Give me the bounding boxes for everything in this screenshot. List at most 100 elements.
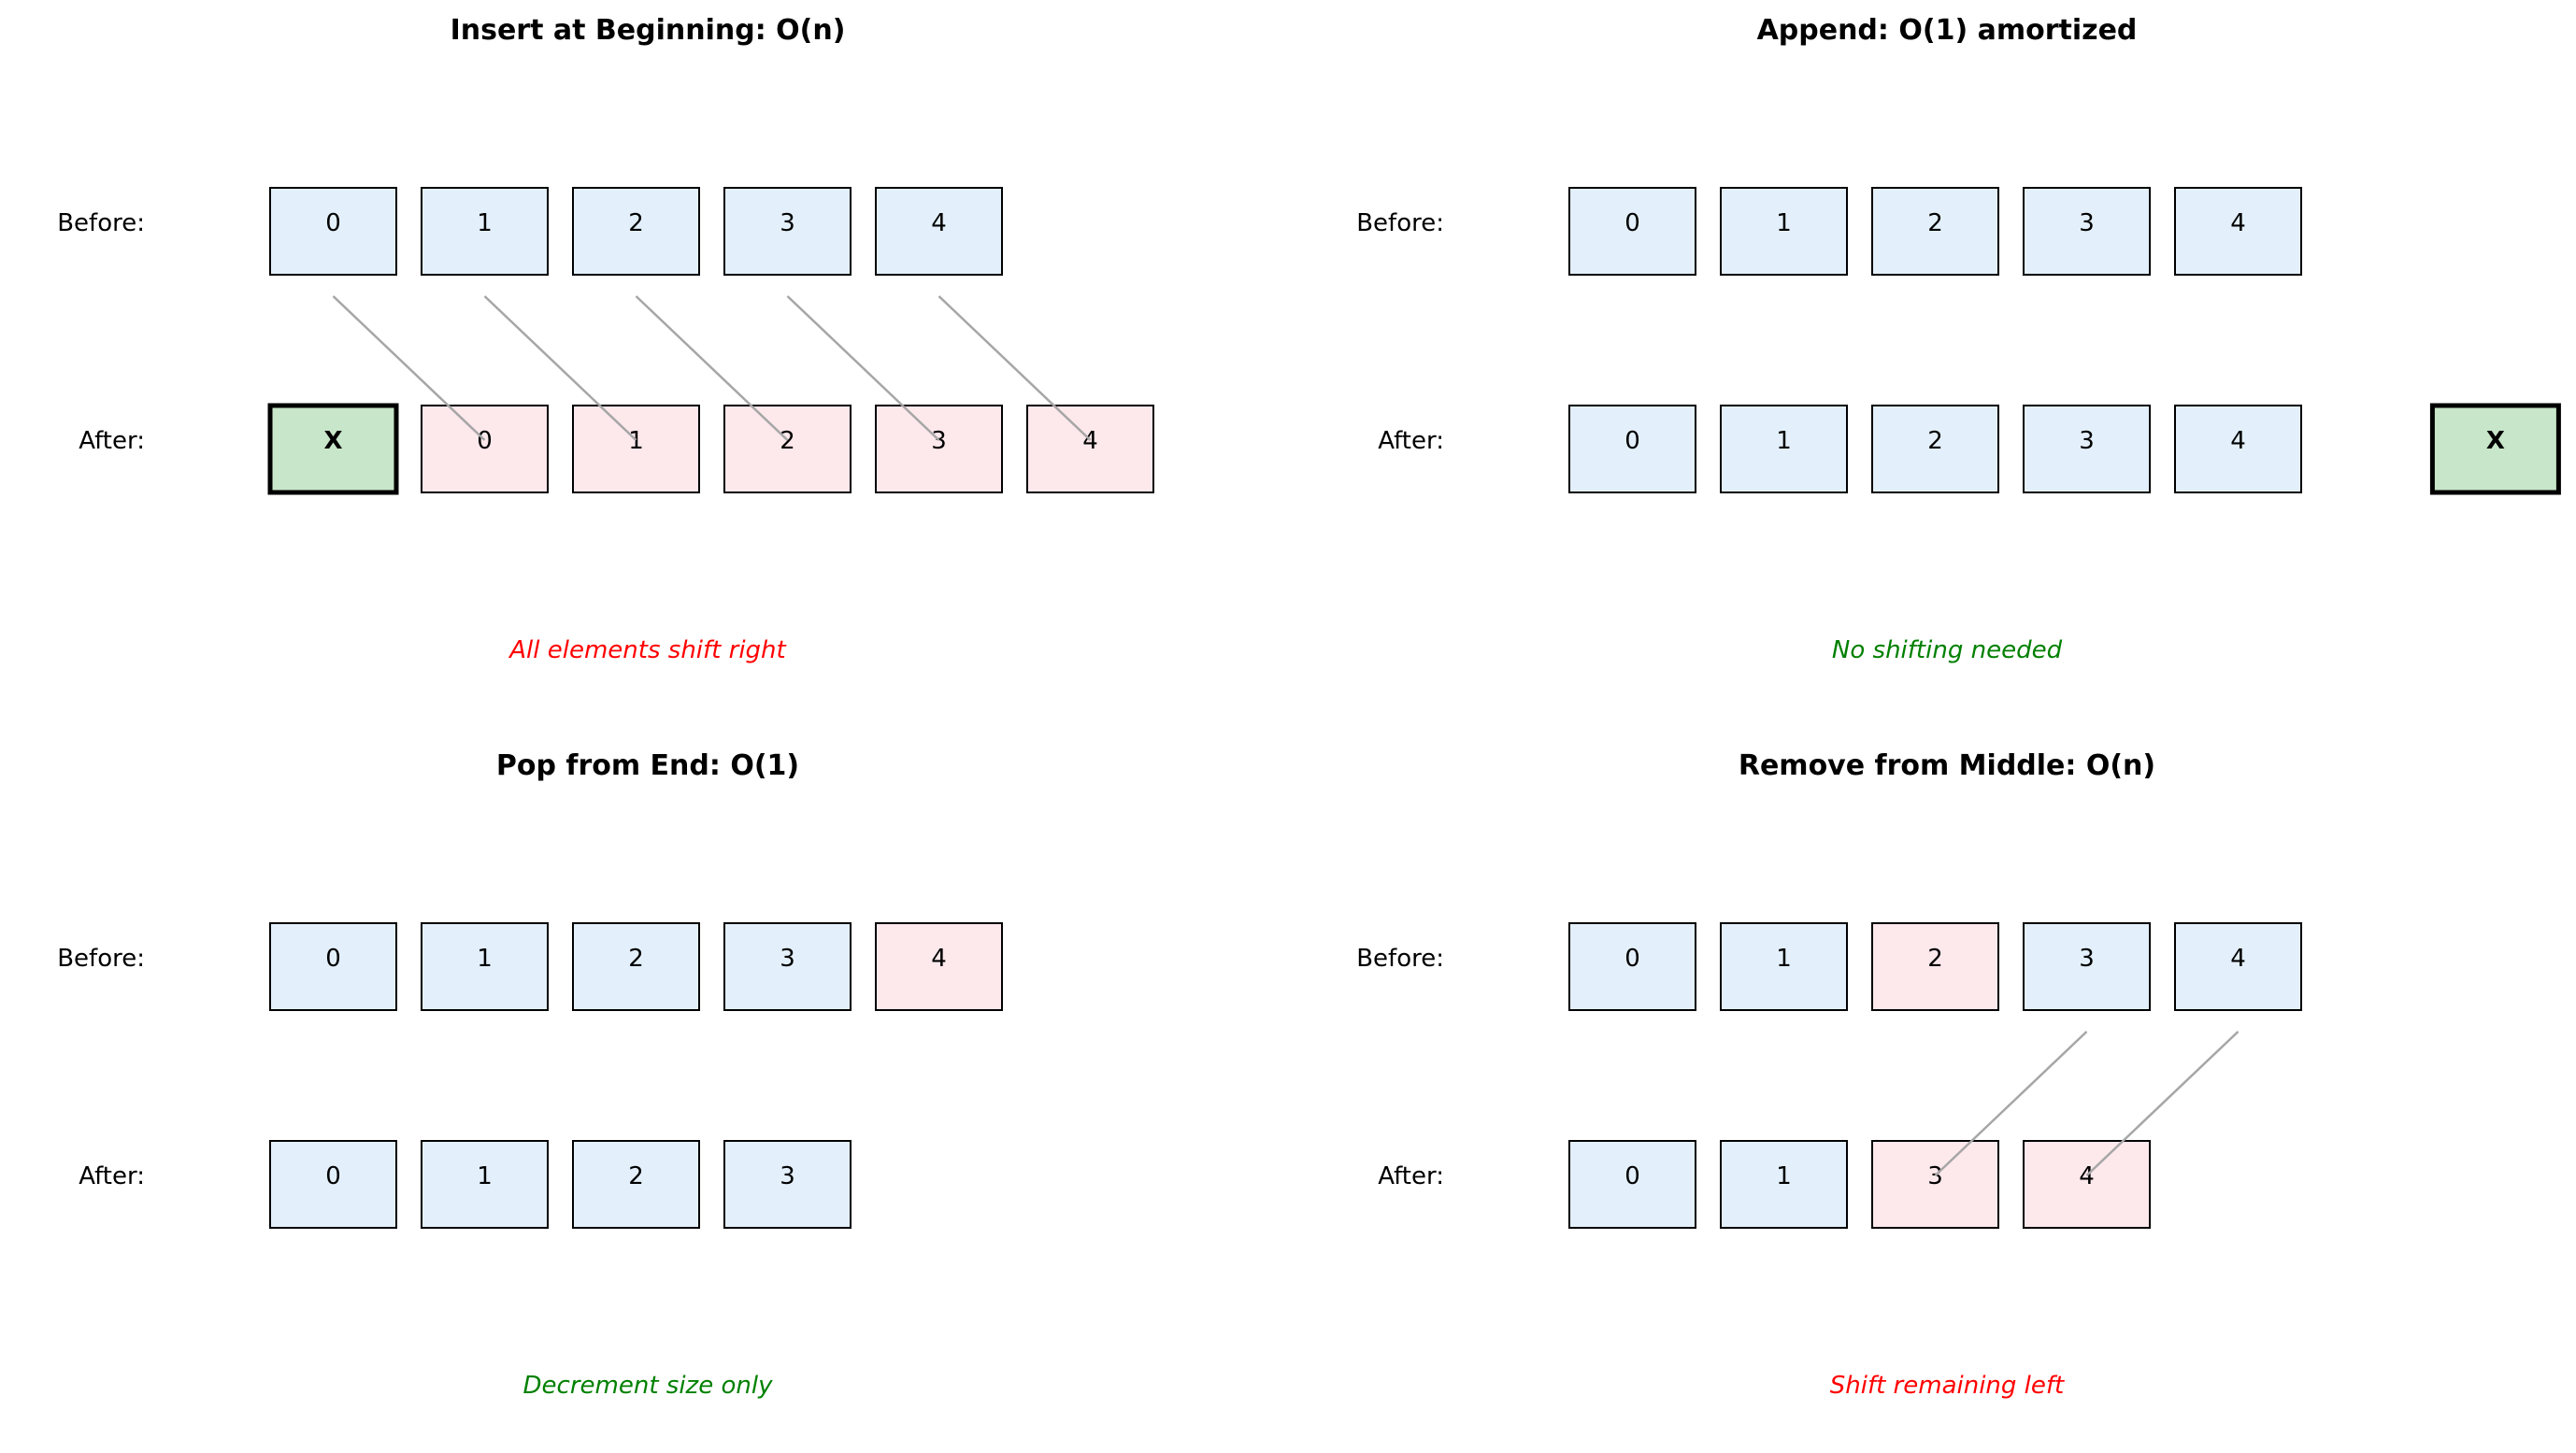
after-row-label: After: bbox=[79, 1162, 145, 1190]
panel-title: Remove from Middle: O(n) bbox=[1739, 749, 2155, 782]
after-row-label: After: bbox=[79, 427, 145, 455]
before-cell-box bbox=[2023, 187, 2151, 276]
after-cell-box bbox=[1871, 405, 1999, 493]
before-cell-box bbox=[2023, 922, 2151, 1011]
after-cell: 4 bbox=[2174, 405, 2302, 493]
after-cell-box bbox=[1720, 1140, 1848, 1229]
after-cell-label: 0 bbox=[477, 427, 493, 455]
before-cell-box bbox=[572, 187, 700, 276]
before-cell-box bbox=[269, 922, 397, 1011]
after-cell-box bbox=[572, 1140, 700, 1229]
before-cell: 4 bbox=[875, 922, 1003, 1011]
before-cell-label: 4 bbox=[2230, 945, 2246, 973]
before-cell: 0 bbox=[269, 187, 397, 276]
before-cell: 3 bbox=[2023, 922, 2151, 1011]
panel-title: Pop from End: O(1) bbox=[496, 749, 799, 782]
panel-3: Pop from End: O(1) Before: After: 0 1 2 3 4 0 1 2 3… bbox=[57, 749, 1003, 1400]
after-cell-box bbox=[1568, 405, 1696, 493]
after-cell: 2 bbox=[1871, 405, 1999, 493]
panel-1: Insert at Beginning: O(n) Before: After: 0 1… bbox=[57, 14, 1154, 664]
after-cell-label: 2 bbox=[628, 1162, 644, 1190]
after-cell-box bbox=[572, 405, 700, 493]
panel-4: Remove from Middle: O(n) Before: After: 0 1 2… bbox=[1356, 749, 2302, 1400]
before-cell: 1 bbox=[421, 187, 549, 276]
after-row-label: After: bbox=[1378, 427, 1444, 455]
after-cell-label: 1 bbox=[1776, 427, 1792, 455]
before-cell: 2 bbox=[572, 187, 700, 276]
shift-connector-line bbox=[483, 295, 637, 441]
after-cell-box bbox=[1871, 1140, 1999, 1229]
after-cell-box bbox=[723, 405, 852, 493]
before-cell-label: 1 bbox=[1776, 209, 1792, 237]
complexity-note: Shift remaining left bbox=[1830, 1372, 2065, 1400]
after-cell-label: 3 bbox=[1927, 1162, 1943, 1190]
after-cell-label: 2 bbox=[1927, 427, 1943, 455]
shift-connector-line bbox=[786, 295, 940, 441]
before-cell: 0 bbox=[1568, 187, 1696, 276]
before-cell: 4 bbox=[875, 187, 1003, 276]
after-cell-box bbox=[269, 1140, 397, 1229]
after-cell-label: 3 bbox=[931, 427, 947, 455]
before-cell-label: 3 bbox=[2079, 209, 2095, 237]
after-cell: 1 bbox=[1720, 405, 1848, 493]
after-cell-label: 1 bbox=[477, 1162, 493, 1190]
after-cell: 2 bbox=[723, 405, 852, 493]
before-cell-label: 3 bbox=[2079, 945, 2095, 973]
before-cell-box bbox=[1871, 922, 1999, 1011]
before-cell-box bbox=[875, 922, 1003, 1011]
after-cell-label: 0 bbox=[1624, 1162, 1640, 1190]
before-cell-box bbox=[269, 187, 397, 276]
before-cell-label: 2 bbox=[1927, 945, 1943, 973]
before-cell-box bbox=[1720, 922, 1848, 1011]
before-cell-label: 4 bbox=[931, 945, 947, 973]
before-row-label: Before: bbox=[1356, 209, 1444, 237]
before-row-label: Before: bbox=[57, 209, 145, 237]
after-cell-box bbox=[2023, 1140, 2151, 1229]
after-cell: X bbox=[2429, 403, 2561, 495]
after-cell-label: 4 bbox=[2230, 427, 2246, 455]
before-cell-label: 2 bbox=[628, 945, 644, 973]
before-cell: 2 bbox=[1871, 922, 1999, 1011]
after-cell-label: 0 bbox=[1624, 427, 1640, 455]
before-cell-label: 3 bbox=[780, 209, 795, 237]
after-cell-label: 4 bbox=[2079, 1162, 2095, 1190]
after-cell: 1 bbox=[1720, 1140, 1848, 1229]
before-cell-box bbox=[723, 922, 852, 1011]
after-cell-box bbox=[267, 403, 399, 495]
before-cell-box bbox=[2174, 922, 2302, 1011]
after-cell-box bbox=[421, 405, 549, 493]
complexity-note: Decrement size only bbox=[523, 1372, 774, 1400]
before-cell: 1 bbox=[421, 922, 549, 1011]
after-cell-label: 1 bbox=[628, 427, 644, 455]
before-cell-label: 3 bbox=[780, 945, 795, 973]
after-cell-box bbox=[875, 405, 1003, 493]
before-cell-label: 1 bbox=[477, 209, 493, 237]
after-cell: 3 bbox=[875, 405, 1003, 493]
before-cell-label: 2 bbox=[628, 209, 644, 237]
panel-title: Append: O(1) amortized bbox=[1757, 14, 2138, 47]
after-cell-box bbox=[1720, 405, 1848, 493]
after-cell-box bbox=[2174, 405, 2302, 493]
after-cell: 1 bbox=[421, 1140, 549, 1229]
before-cell: 2 bbox=[572, 922, 700, 1011]
after-cell-label: 3 bbox=[780, 1162, 795, 1190]
shift-connector-line bbox=[937, 295, 1092, 441]
before-cell: 4 bbox=[2174, 187, 2302, 276]
after-cell: 3 bbox=[1871, 1140, 1999, 1229]
shift-connector-line bbox=[1934, 1031, 2088, 1176]
before-cell-box bbox=[2174, 187, 2302, 276]
before-cell: 0 bbox=[269, 922, 397, 1011]
before-cell-label: 0 bbox=[325, 209, 341, 237]
after-cell-label: 0 bbox=[325, 1162, 341, 1190]
before-cell-box bbox=[875, 187, 1003, 276]
after-cell-box bbox=[2429, 403, 2561, 495]
before-cell-box bbox=[1568, 922, 1696, 1011]
before-cell-label: 0 bbox=[1624, 945, 1640, 973]
after-cell-label: 4 bbox=[1082, 427, 1098, 455]
before-cell: 1 bbox=[1720, 187, 1848, 276]
after-cell: X bbox=[267, 403, 399, 495]
after-cell-label: 1 bbox=[1776, 1162, 1792, 1190]
before-cell-box bbox=[1871, 187, 1999, 276]
after-cell: 0 bbox=[269, 1140, 397, 1229]
